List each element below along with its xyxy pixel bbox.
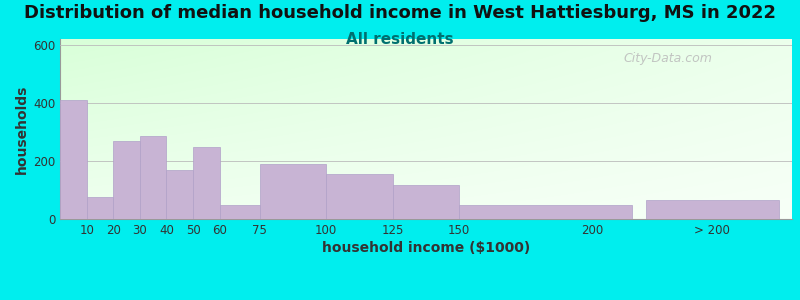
Bar [114,141,140,219]
Bar [220,206,260,219]
X-axis label: household income ($1000): household income ($1000) [322,241,530,255]
Bar [326,174,393,219]
Text: All residents: All residents [346,32,454,46]
Text: Distribution of median household income in West Hattiesburg, MS in 2022: Distribution of median household income … [24,4,776,22]
Bar [140,136,166,219]
Bar [260,164,326,219]
Text: City-Data.com: City-Data.com [624,52,713,64]
Y-axis label: households: households [14,84,29,174]
Bar [60,100,86,219]
Bar [646,200,778,219]
Bar [166,169,193,219]
Bar [193,147,220,219]
Bar [459,205,632,219]
Bar [393,185,459,219]
Bar [86,197,114,219]
